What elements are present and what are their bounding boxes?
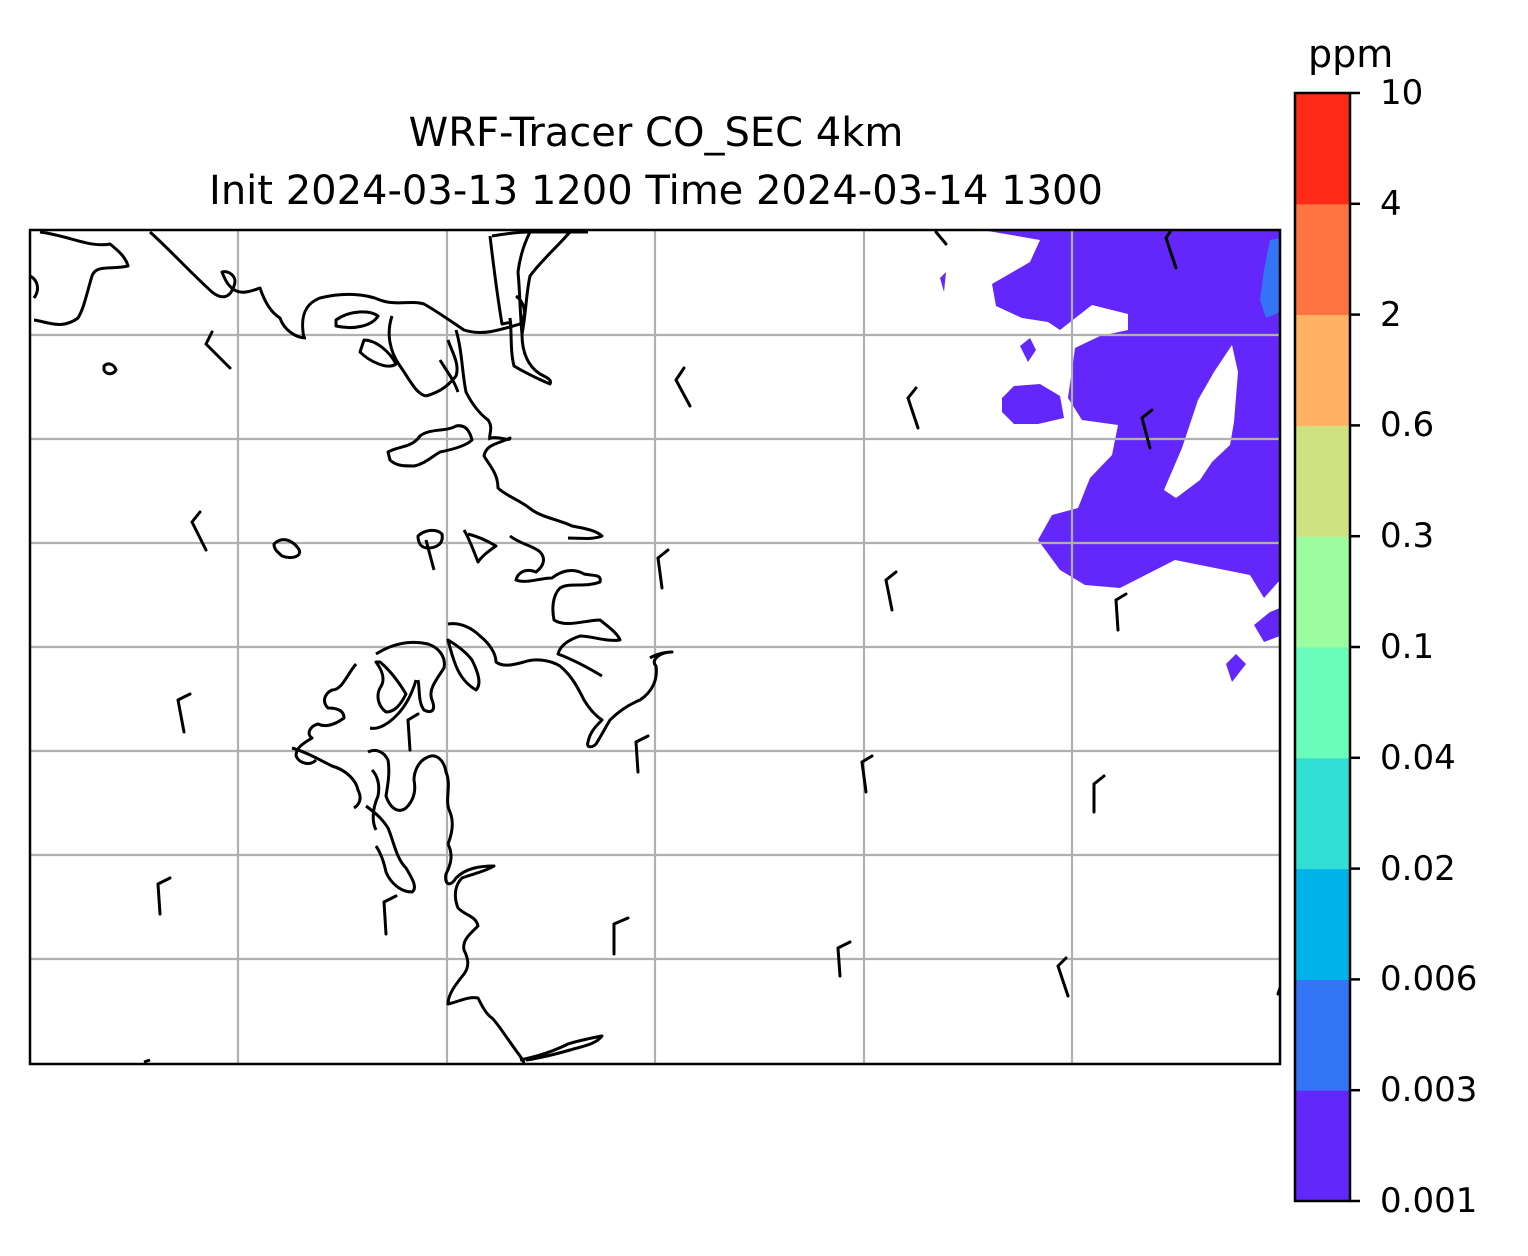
colorbar-tick-label: 0.003 — [1380, 1070, 1478, 1111]
map-subtitle: Init 2024-03-13 1200 Time 2024-03-14 130… — [209, 168, 1103, 214]
plume-patch — [940, 272, 946, 292]
coastline — [30, 230, 674, 1064]
colorbar-ticks — [1350, 91, 1360, 1203]
wind-barb — [674, 366, 692, 408]
plume-core — [1260, 238, 1280, 318]
colorbar-segment — [1295, 314, 1350, 426]
colorbar-tick-label: 2 — [1380, 294, 1402, 335]
colorbar-tick-label: 4 — [1380, 183, 1402, 224]
colorbar-segment — [1295, 1090, 1350, 1202]
gridlines — [30, 230, 1280, 1064]
wind-barb — [1140, 408, 1154, 450]
plume-gap — [1164, 345, 1238, 498]
wind-barbs — [156, 230, 1280, 998]
colorbar-segment — [1295, 979, 1350, 1091]
wind-barb — [634, 734, 650, 774]
map-title: WRF-Tracer CO_SEC 4km — [408, 110, 904, 156]
wind-barb — [1164, 230, 1178, 270]
colorbar-tick-label: 0.001 — [1380, 1181, 1478, 1221]
colorbar-segment — [1295, 203, 1350, 316]
concentration-plume — [940, 230, 1280, 682]
colorbar — [1295, 93, 1350, 1202]
colorbar-segment — [1295, 647, 1350, 759]
colorbar-segment — [1295, 93, 1350, 205]
colorbar-tick-label: 0.6 — [1380, 405, 1435, 446]
colorbar-tick-label: 0.02 — [1380, 848, 1456, 889]
wind-barb — [612, 916, 630, 956]
plume-patch — [1020, 338, 1036, 362]
wind-barb — [1056, 956, 1070, 998]
colorbar-segment — [1295, 757, 1350, 870]
wind-barb — [1114, 592, 1128, 632]
wind-barb — [934, 230, 948, 246]
wind-barb — [204, 330, 232, 370]
plume-patch — [1254, 608, 1280, 642]
colorbar-segment — [1295, 868, 1350, 980]
plume-main — [982, 230, 1280, 598]
colorbar-segment — [1295, 425, 1350, 537]
wind-barb — [156, 876, 172, 916]
colorbar-unit: ppm — [1308, 32, 1394, 76]
wind-barb — [860, 754, 874, 794]
colorbar-segment — [1295, 536, 1350, 648]
colorbar-tick-label: 0.3 — [1380, 516, 1435, 557]
wind-barb — [382, 894, 398, 936]
colorbar-tick-label: 0.1 — [1380, 627, 1435, 667]
wind-barb — [906, 386, 920, 430]
plume-patch — [1002, 384, 1064, 424]
map-frame — [28, 228, 1282, 1066]
wind-barb — [406, 712, 420, 752]
plume-patch — [1226, 654, 1246, 682]
wind-barb — [1092, 774, 1106, 814]
wind-barb — [836, 940, 852, 978]
wind-barb — [656, 548, 670, 590]
map-panel — [30, 230, 1280, 1064]
colorbar-tick-label: 0.04 — [1380, 737, 1456, 778]
colorbar-tick-label: 10 — [1380, 73, 1424, 113]
wind-barb — [884, 570, 898, 612]
wind-barb — [190, 510, 208, 552]
wind-barb — [176, 692, 192, 734]
colorbar-tick-label: 0.006 — [1380, 959, 1478, 1000]
